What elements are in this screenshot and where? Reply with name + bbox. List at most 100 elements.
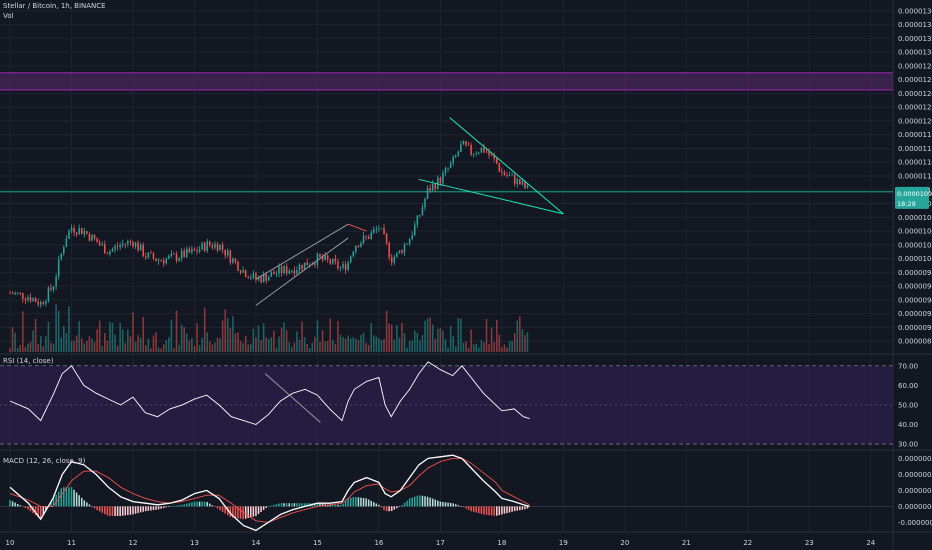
candle-body[interactable] [109,251,111,255]
candle-body[interactable] [275,273,278,275]
candle-body[interactable] [393,257,396,263]
candle-body[interactable] [111,249,114,252]
candle-body[interactable] [93,234,96,239]
candle-body[interactable] [326,255,329,260]
candle-body[interactable] [329,259,331,264]
candle-body[interactable] [462,140,465,145]
candle-body[interactable] [380,228,383,229]
candle-body[interactable] [180,250,183,259]
candle-body[interactable] [447,167,449,169]
candle-body[interactable] [9,292,11,294]
candle-body[interactable] [83,231,86,235]
candle-body[interactable] [485,151,488,153]
candle-body[interactable] [434,183,437,189]
candle-body[interactable] [214,243,216,248]
candle-body[interactable] [319,253,321,258]
candle-body[interactable] [86,231,88,234]
candle-body[interactable] [198,249,201,252]
candle-body[interactable] [201,243,203,250]
candle-body[interactable] [34,298,37,303]
candle-body[interactable] [121,243,124,246]
candle-body[interactable] [224,249,226,256]
candle-body[interactable] [342,264,344,268]
candle-body[interactable] [401,250,403,253]
candle-body[interactable] [367,236,370,239]
candle-body[interactable] [70,228,73,231]
candle-body[interactable] [185,248,188,258]
candle-body[interactable] [91,234,93,241]
candle-body[interactable] [316,253,319,265]
candle-body[interactable] [142,244,144,257]
candle-body[interactable] [280,266,283,273]
candle-body[interactable] [296,270,298,274]
candle-body[interactable] [65,238,68,248]
candle-body[interactable] [365,235,367,237]
candle-body[interactable] [145,256,147,258]
candle-body[interactable] [390,257,393,263]
rsi-pane[interactable] [0,361,893,445]
candle-body[interactable] [270,272,273,277]
candle-body[interactable] [506,174,508,176]
candle-body[interactable] [165,258,168,264]
candle-body[interactable] [80,227,83,235]
candle-body[interactable] [526,185,529,189]
candle-body[interactable] [508,175,511,177]
candle-body[interactable] [96,238,98,243]
candle-body[interactable] [406,243,408,245]
candle-body[interactable] [495,158,498,164]
candle-body[interactable] [301,264,303,270]
candle-body[interactable] [388,242,390,258]
rsi-trendline[interactable] [264,373,321,423]
candle-body[interactable] [37,302,39,305]
candle-body[interactable] [452,156,454,163]
candle-body[interactable] [357,245,360,248]
candle-body[interactable] [239,270,242,273]
candle-body[interactable] [378,228,380,230]
candle-body[interactable] [519,179,521,185]
candle-body[interactable] [255,273,257,280]
candle-body[interactable] [39,302,42,305]
candle-body[interactable] [273,272,275,275]
candle-body[interactable] [73,228,75,233]
candle-body[interactable] [439,177,442,184]
candle-body[interactable] [472,153,475,155]
candle-body[interactable] [191,248,193,253]
candle-body[interactable] [11,293,14,295]
candle-body[interactable] [411,235,413,240]
candle-body[interactable] [303,262,306,270]
candle-body[interactable] [403,244,406,253]
candle-body[interactable] [170,253,173,257]
candle-body[interactable] [503,172,506,175]
candle-body[interactable] [483,147,485,152]
candle-body[interactable] [196,250,198,252]
candle-body[interactable] [344,264,347,270]
candle-body[interactable] [88,233,91,241]
candle-body[interactable] [32,298,34,302]
candle-body[interactable] [14,292,16,295]
candle-body[interactable] [124,243,127,245]
candle-body[interactable] [216,243,219,251]
candle-body[interactable] [490,155,493,156]
candle-body[interactable] [521,181,524,185]
candle-body[interactable] [252,273,255,278]
candle-body[interactable] [175,254,178,261]
candle-body[interactable] [47,287,50,302]
candle-body[interactable] [244,270,247,277]
candle-body[interactable] [63,247,65,254]
candle-body[interactable] [373,229,375,233]
candle-body[interactable] [24,298,27,301]
candle-body[interactable] [139,244,142,251]
candle-body[interactable] [298,264,301,271]
candle-body[interactable] [75,232,78,235]
candle-body[interactable] [370,232,372,239]
macd-line[interactable] [9,454,530,532]
candle-body[interactable] [22,292,24,299]
candle-body[interactable] [127,241,129,245]
candle-body[interactable] [285,266,288,274]
candle-body[interactable] [42,302,45,304]
candle-body[interactable] [478,152,480,154]
candle-body[interactable] [16,292,19,294]
candle-body[interactable] [157,260,160,262]
candle-body[interactable] [398,250,401,253]
candle-body[interactable] [480,147,483,153]
